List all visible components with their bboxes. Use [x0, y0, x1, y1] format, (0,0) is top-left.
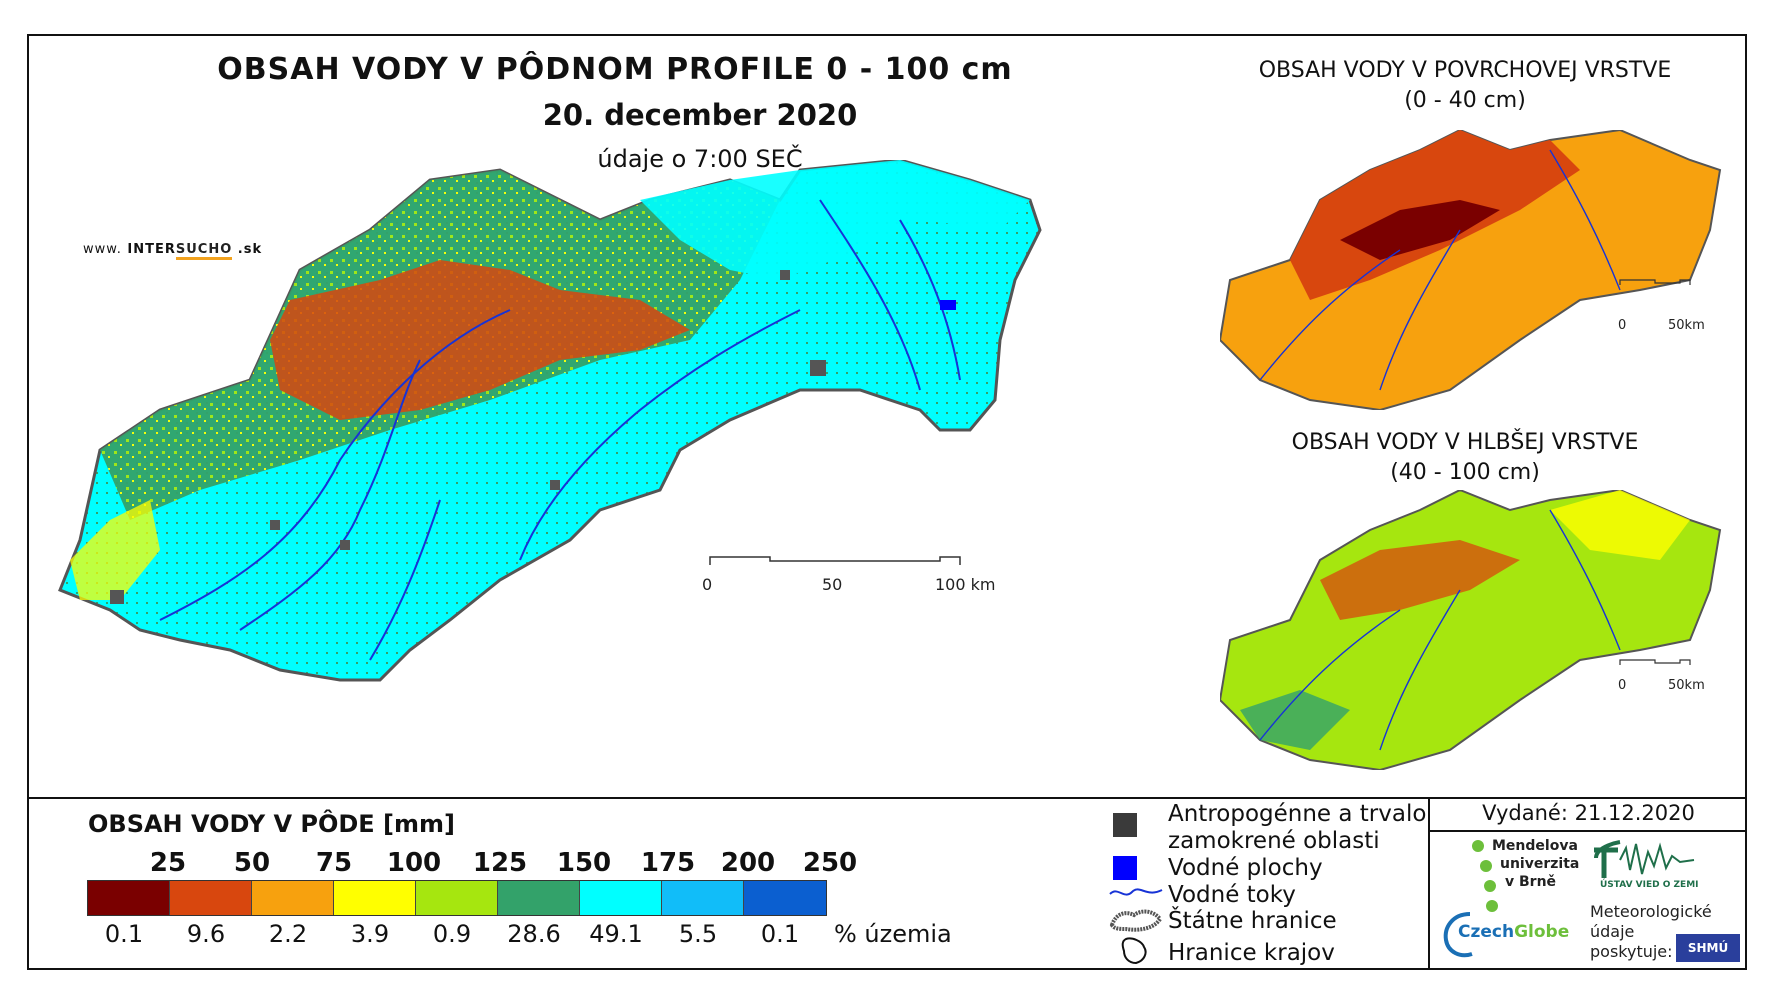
color-swatch [170, 881, 252, 915]
water-bodies-label: Vodné plochy [1168, 855, 1323, 881]
inset1-scale-0: 0 [1618, 318, 1627, 333]
main-scale-bar [709, 556, 961, 565]
mendel-logo-1: Mendelova [1492, 838, 1578, 854]
threshold-125: 125 [472, 848, 528, 878]
urban-area-icon [1113, 813, 1137, 837]
threshold-150: 150 [556, 848, 612, 878]
mendel-logo-3: v Brně [1505, 874, 1557, 890]
inset-bottom-title-2: (40 - 100 cm) [1390, 460, 1540, 485]
percent-value: 0.1 [104, 920, 144, 948]
mendel-dots-icon [1472, 840, 1498, 912]
color-swatch [334, 881, 416, 915]
meteo-text-3: poskytuje: [1590, 942, 1673, 961]
threshold-200: 200 [720, 848, 776, 878]
inset2-scale-0: 0 [1618, 678, 1627, 693]
threshold-25: 25 [149, 848, 187, 878]
state-border-label: Štátne hranice [1168, 908, 1337, 934]
meteo-text-1: Meteorologické [1590, 902, 1712, 921]
color-swatch [88, 881, 170, 915]
threshold-100: 100 [386, 848, 442, 878]
shmu-logo: SHMÚ [1676, 934, 1740, 962]
region-border-label: Hranice krajov [1168, 940, 1335, 966]
rivers-label: Vodné toky [1168, 882, 1296, 908]
percent-value: 49.1 [589, 920, 643, 948]
color-swatch [252, 881, 334, 915]
issued-divider [1428, 830, 1747, 832]
percent-unit-label: % územia [834, 920, 952, 948]
water-body-icon [1113, 856, 1137, 880]
percent-value: 0.9 [432, 920, 472, 948]
color-swatch [498, 881, 580, 915]
river-icon [1109, 888, 1163, 896]
threshold-50: 50 [233, 848, 271, 878]
scale-label-100: 100 km [935, 575, 996, 594]
scale-label-0: 0 [702, 575, 713, 594]
percent-value: 28.6 [507, 920, 561, 948]
scale-label-50: 50 [822, 575, 843, 594]
inset-deep-map [1220, 490, 1722, 770]
percent-value: 3.9 [350, 920, 390, 948]
legend-divider [27, 797, 1747, 799]
color-swatch [744, 881, 826, 915]
region-border-icon [1121, 937, 1147, 965]
inset-top-title-1: OBSAH VODY V POVRCHOVEJ VRSTVE [1258, 58, 1672, 83]
state-border-icon [1109, 909, 1163, 932]
percent-value: 0.1 [760, 920, 800, 948]
mendel-logo-2: univerzita [1500, 856, 1580, 872]
meteo-text-2: údaje [1590, 922, 1635, 941]
percent-value: 2.2 [268, 920, 308, 948]
threshold-175: 175 [640, 848, 696, 878]
percent-value: 9.6 [186, 920, 226, 948]
inset-top-title-2: (0 - 40 cm) [1404, 88, 1526, 113]
issued-date: Vydané: 21.12.2020 [1482, 801, 1695, 825]
threshold-250: 250 [802, 848, 858, 878]
color-swatch [416, 881, 498, 915]
color-scale-bar [87, 880, 827, 916]
map-time: údaje o 7:00 SEČ [597, 145, 803, 173]
river-lines [159, 199, 961, 661]
urban-label-2: zamokrené oblasti [1168, 828, 1380, 854]
color-swatch [580, 881, 662, 915]
map-title: OBSAH VODY V PÔDNOM PROFILE 0 - 100 cm [217, 52, 1013, 87]
main-map [58, 160, 1042, 682]
czechglobe-icon [1443, 912, 1473, 958]
threshold-75: 75 [315, 848, 353, 878]
inset-bottom-title-1: OBSAH VODY V HLBŠEJ VRSTVE [1291, 430, 1639, 455]
czechglobe-logo: CzechGlobe [1458, 922, 1570, 942]
inset-surface-map [1220, 130, 1722, 410]
logos-divider [1428, 797, 1430, 970]
ustav-logo-text: ÚSTAV VIED O ZEMI [1600, 880, 1699, 890]
intersucho-logo: www. INTERSUCHO .sk [83, 242, 262, 260]
inset2-scale-50: 50km [1668, 678, 1705, 693]
legend-title: OBSAH VODY V PÔDE [mm] [88, 810, 456, 838]
urban-label-1: Antropogénne a trvalo [1168, 801, 1427, 827]
map-date: 20. december 2020 [542, 98, 858, 132]
ustav-logo-icon [1594, 840, 1695, 878]
percent-value: 5.5 [678, 920, 718, 948]
inset1-scale-50: 50km [1668, 318, 1705, 333]
color-swatch [662, 881, 744, 915]
